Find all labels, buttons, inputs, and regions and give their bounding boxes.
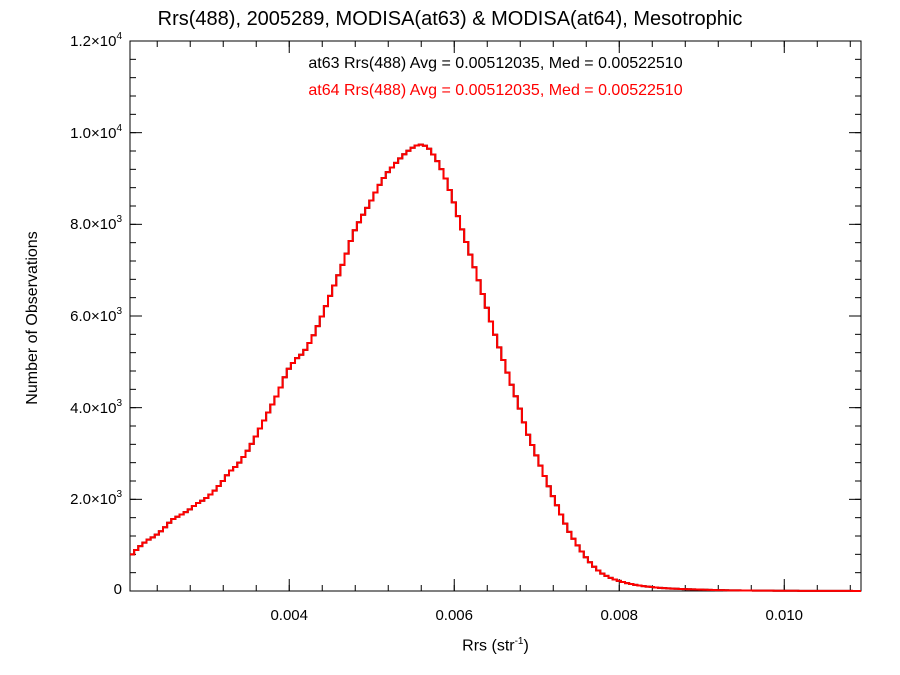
y-tick-exponent: 3 (116, 489, 122, 501)
y-tick-label: 1.0×104 (2, 123, 122, 142)
y-tick-label: 2.0×103 (2, 489, 122, 508)
x-tick-label: 0.008 (600, 607, 639, 624)
plot-frame (129, 40, 862, 592)
y-tick-label: 1.2×104 (2, 31, 122, 50)
annotation-at64: at64 Rrs(488) Avg = 0.00512035, Med = 0.… (308, 82, 683, 99)
y-tick-exponent: 3 (116, 306, 122, 317)
x-tick-label: 0.010 (765, 607, 804, 624)
y-tick-label: 6.0×103 (2, 306, 122, 325)
y-tick-mantissa: 2.0×10 (70, 491, 117, 509)
series-group (130, 143, 861, 592)
x-axis-label-base: Rrs (str (462, 637, 515, 655)
y-tick-mantissa: 1.0×10 (70, 124, 117, 142)
x-axis-label-exponent: -1 (514, 636, 524, 647)
annotation-at63: at63 Rrs(488) Avg = 0.00512035, Med = 0.… (308, 55, 683, 72)
y-tick-mantissa: 6.0×10 (70, 308, 117, 325)
x-tick-label: 0.004 (270, 607, 308, 624)
y-tick-exponent: 4 (116, 31, 122, 42)
y-tick-exponent: 3 (116, 214, 122, 226)
y-tick-mantissa: 4.0×10 (70, 399, 117, 417)
series-line-at64 (130, 143, 861, 592)
chart-title: Rrs(488), 2005289, MODISA(at63) & MODISA… (157, 8, 743, 30)
x-axis-label-close: ) (523, 637, 529, 655)
y-tick-mantissa: 8.0×10 (70, 216, 117, 234)
y-tick-exponent: 4 (116, 122, 122, 134)
x-axis-label: Rrs (str-1) (130, 636, 861, 655)
y-tick-label: 8.0×103 (2, 214, 122, 233)
y-tick-mantissa: 0 (113, 581, 122, 598)
y-tick-mantissa: 1.2×10 (70, 33, 117, 50)
y-tick-label: 4.0×103 (2, 398, 122, 417)
series-line-at63 (130, 143, 861, 592)
y-tick-exponent: 3 (116, 397, 122, 409)
axis-ticks (130, 40, 861, 592)
x-tick-label: 0.006 (435, 607, 473, 624)
y-tick-label: 0 (2, 581, 122, 598)
